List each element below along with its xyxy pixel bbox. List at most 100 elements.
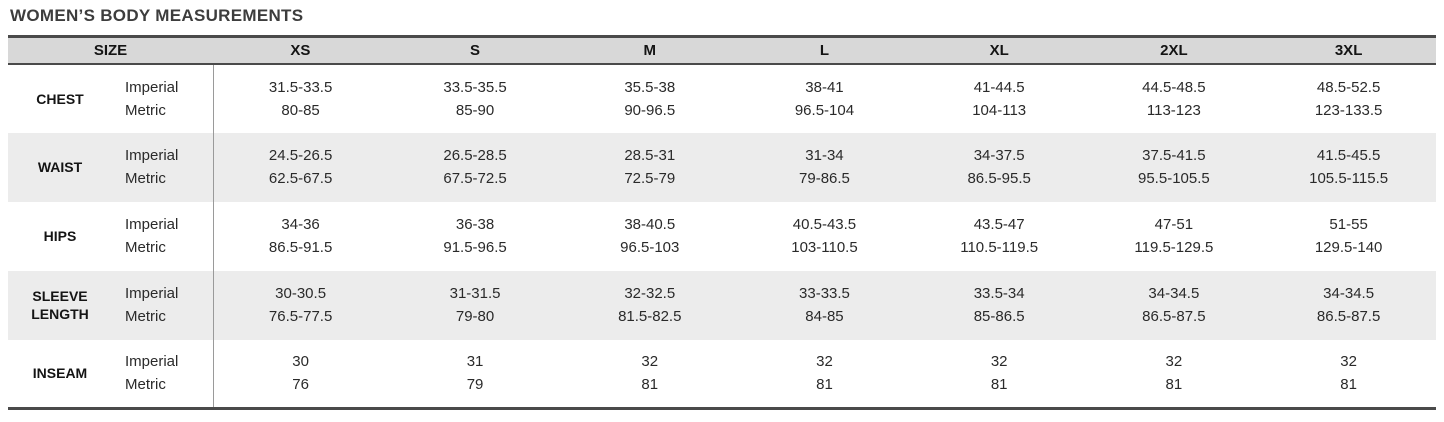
value-cell-xs: 31.5-33.5 80-85	[213, 64, 388, 133]
value-cell-xs: 34-36 86.5-91.5	[213, 202, 388, 271]
size-header-xl: XL	[911, 35, 1087, 65]
table-header-row: SIZE XS S M L XL 2XL 3XL	[8, 35, 1436, 65]
imperial-value: 35.5-38	[624, 78, 676, 96]
metric-value: 84-85	[805, 308, 844, 325]
imperial-value: 28.5-31	[624, 147, 676, 164]
measurement-label: WAIST	[37, 159, 83, 175]
metric-value: 113-123	[1146, 101, 1201, 119]
value-cell-s: 36-38 91.5-96.5	[388, 202, 563, 271]
imperial-value: 34-34.5	[1323, 285, 1375, 302]
metric-value: 79	[466, 376, 484, 394]
value-cell-2xl: 37.5-41.5 95.5-105.5	[1087, 133, 1262, 202]
imperial-unit-label: Imperial	[125, 147, 179, 164]
value-cell-3xl: 41.5-45.5 105.5-115.5	[1261, 133, 1436, 202]
imperial-value: 26.5-28.5	[443, 147, 507, 164]
metric-value: 67.5-72.5	[443, 170, 507, 187]
size-header-s: S	[387, 35, 563, 65]
metric-value: 103-110.5	[791, 239, 858, 256]
value-cell-xs: 30 76	[213, 339, 388, 410]
metric-value: 76.5-77.5	[268, 308, 333, 325]
metric-value: 81.5-82.5	[618, 308, 682, 325]
measurement-label: CHEST	[36, 90, 84, 107]
size-header-2xl: 2XL	[1086, 35, 1262, 65]
metric-value: 86.5-87.5	[1316, 308, 1381, 325]
unit-cell: Imperial Metric	[112, 63, 214, 133]
value-cell-xl: 34-37.5 86.5-95.5	[912, 133, 1087, 202]
metric-unit-label: Metric	[125, 239, 166, 256]
metric-value: 81	[1340, 376, 1357, 394]
value-cell-3xl: 48.5-52.5 123-133.5	[1261, 64, 1436, 133]
value-cell-xl: 33.5-34 85-86.5	[912, 271, 1087, 340]
metric-value: 85-90	[455, 101, 495, 119]
imperial-value: 32	[1340, 353, 1357, 371]
value-cell-xs: 24.5-26.5 62.5-67.5	[213, 133, 388, 202]
imperial-value: 37.5-41.5	[1142, 147, 1206, 164]
value-cell-s: 31 79	[387, 339, 563, 410]
metric-value: 86.5-95.5	[967, 170, 1031, 187]
imperial-value: 33.5-35.5	[443, 78, 507, 96]
metric-value: 110.5-119.5	[960, 239, 1039, 256]
measurement-row-chest: CHEST Imperial Metric 31.5-33.5 80-85 33.5-35…	[8, 63, 1436, 133]
metric-unit-label: Metric	[125, 170, 166, 187]
value-cell-3xl: 51-55 129.5-140	[1261, 202, 1436, 271]
imperial-value: 43.5-47	[973, 216, 1025, 233]
measurement-row-sleeve-length: SLEEVE LENGTH Imperial Metric 30-30.5 76.5-7…	[8, 270, 1436, 340]
value-cell-m: 32-32.5 81.5-82.5	[562, 271, 737, 340]
imperial-value: 32	[1165, 353, 1183, 371]
imperial-unit-label: Imperial	[125, 216, 179, 233]
imperial-value: 24.5-26.5	[268, 147, 333, 164]
value-cell-s: 26.5-28.5 67.5-72.5	[388, 133, 563, 202]
imperial-value: 32	[816, 353, 833, 371]
measurements-table: SIZE XS S M L XL 2XL 3XL CHEST Imperial Metric 31…	[8, 35, 1436, 410]
metric-value: 129.5-140	[1314, 239, 1383, 256]
imperial-unit-label: Imperial	[125, 78, 179, 96]
measurement-label: INSEAM	[8, 339, 112, 410]
imperial-value: 34-34.5	[1148, 285, 1200, 302]
imperial-unit-label: Imperial	[125, 353, 179, 371]
imperial-value: 41-44.5	[973, 78, 1025, 96]
unit-cell: Imperial Metric	[112, 132, 214, 202]
metric-value: 85-86.5	[973, 308, 1025, 325]
metric-value: 95.5-105.5	[1138, 170, 1210, 187]
metric-value: 81	[641, 376, 659, 394]
imperial-value: 31	[466, 353, 484, 371]
measurement-label: HIPS	[43, 228, 77, 244]
metric-unit-label: Metric	[125, 376, 166, 394]
value-cell-l: 40.5-43.5 103-110.5	[737, 202, 912, 271]
value-cell-xl: 32 81	[911, 339, 1087, 410]
unit-cell: Imperial Metric	[112, 270, 214, 340]
metric-value: 119.5-129.5	[1134, 239, 1214, 256]
imperial-unit-label: Imperial	[125, 285, 179, 302]
table-body: CHEST Imperial Metric 31.5-33.5 80-85 33.5-35…	[8, 63, 1436, 410]
value-cell-m: 35.5-38 90-96.5	[562, 64, 737, 133]
metric-value: 91.5-96.5	[443, 239, 507, 256]
imperial-value: 40.5-43.5	[792, 216, 857, 233]
measurement-row-waist: WAIST Imperial Metric 24.5-26.5 62.5-67.5 26.…	[8, 132, 1436, 202]
metric-value: 86.5-87.5	[1142, 308, 1206, 325]
metric-value: 90-96.5	[624, 101, 676, 119]
imperial-value: 31.5-33.5	[268, 78, 333, 96]
page-title: WOMEN’S BODY MEASUREMENTS	[10, 6, 304, 25]
imperial-value: 32	[641, 353, 659, 371]
metric-value: 96.5-103	[620, 239, 680, 256]
value-cell-3xl: 34-34.5 86.5-87.5	[1261, 271, 1436, 340]
metric-value: 72.5-79	[624, 170, 676, 187]
value-cell-2xl: 32 81	[1086, 339, 1262, 410]
unit-cell: Imperial Metric	[112, 201, 214, 271]
size-header-3xl: 3XL	[1261, 35, 1436, 65]
metric-value: 81	[1165, 376, 1183, 394]
value-cell-m: 32 81	[562, 339, 738, 410]
imperial-value: 30-30.5	[275, 285, 327, 302]
imperial-value: 33-33.5	[799, 285, 850, 302]
imperial-value: 34-36	[281, 216, 320, 233]
size-header-cell: SIZE	[8, 35, 213, 65]
imperial-value: 48.5-52.5	[1316, 78, 1381, 96]
value-cell-m: 38-40.5 96.5-103	[562, 202, 737, 271]
size-header-xs: XS	[213, 35, 388, 65]
metric-value: 104-113	[972, 101, 1027, 119]
metric-value: 62.5-67.5	[268, 170, 333, 187]
value-cell-m: 28.5-31 72.5-79	[562, 133, 737, 202]
value-cell-s: 31-31.5 79-80	[388, 271, 563, 340]
measurement-label: SLEEVE LENGTH	[31, 288, 89, 322]
value-cell-2xl: 44.5-48.5 113-123	[1087, 64, 1262, 133]
